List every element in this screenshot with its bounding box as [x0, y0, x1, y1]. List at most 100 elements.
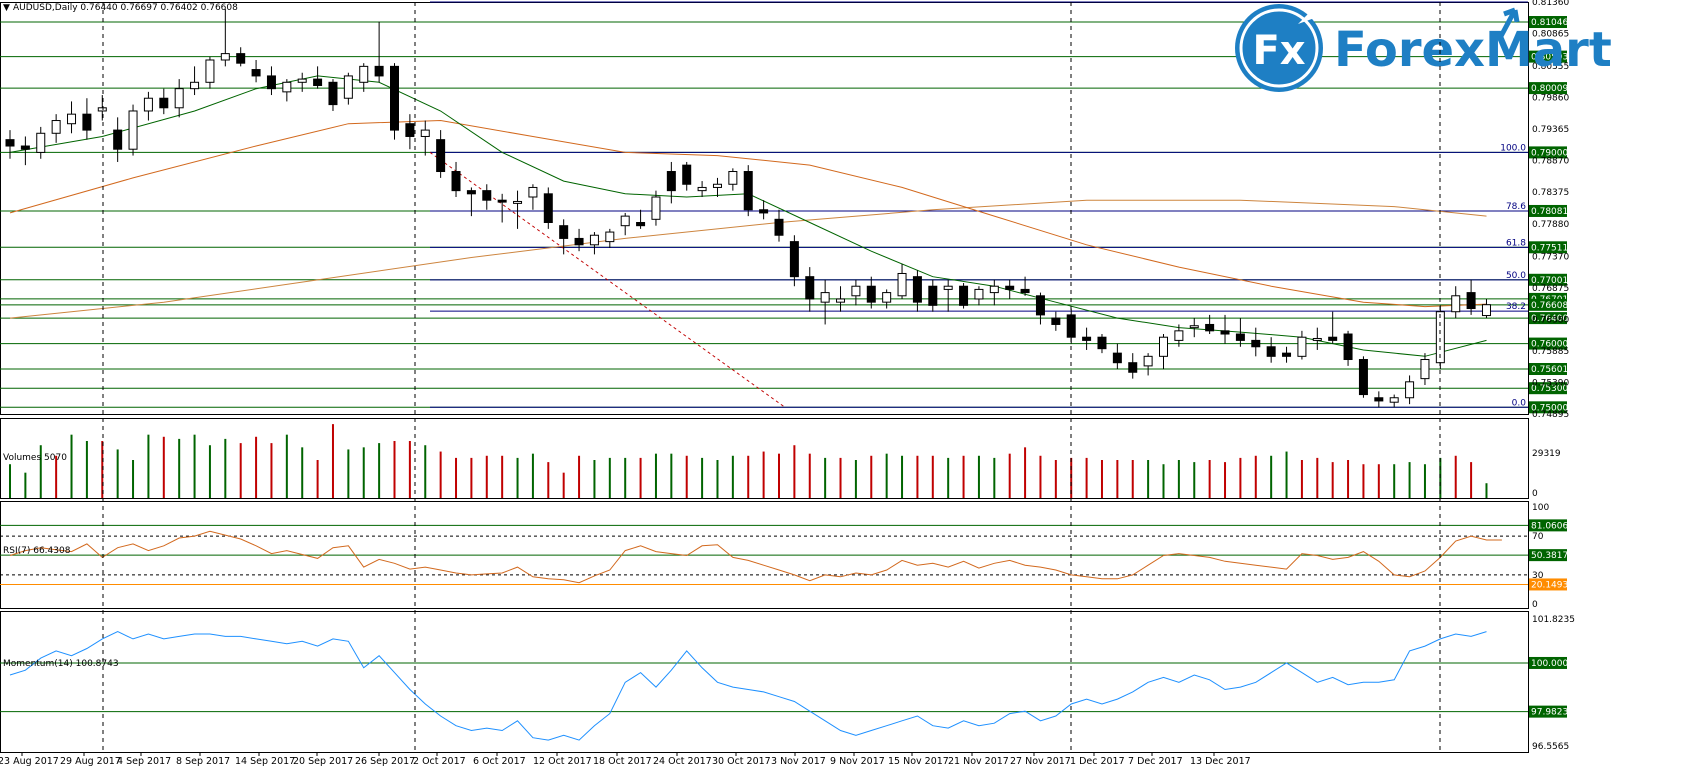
candle-body[interactable]	[543, 193, 553, 223]
candle-body[interactable]	[420, 129, 430, 137]
candle-body[interactable]	[1174, 330, 1184, 341]
candle-body[interactable]	[1020, 288, 1030, 294]
candle-body[interactable]	[82, 113, 92, 131]
candle-body[interactable]	[1035, 295, 1045, 316]
candle-body[interactable]	[220, 53, 230, 61]
candle-body[interactable]	[620, 215, 630, 227]
candle-body[interactable]	[1343, 333, 1353, 361]
candle-body[interactable]	[928, 285, 938, 306]
candle-body[interactable]	[313, 78, 323, 86]
candle-body[interactable]	[605, 231, 615, 243]
candle-body[interactable]	[974, 288, 984, 300]
candle-body[interactable]	[451, 171, 461, 192]
candle-body[interactable]	[1282, 352, 1292, 357]
candle-body[interactable]	[636, 221, 646, 227]
candle-body[interactable]	[174, 88, 184, 109]
candle-body[interactable]	[5, 139, 15, 147]
candle-body[interactable]	[266, 75, 276, 90]
candle-body[interactable]	[805, 276, 815, 300]
candle-body[interactable]	[912, 276, 922, 303]
candle-body[interactable]	[759, 209, 769, 214]
candle-body[interactable]	[897, 272, 907, 297]
candle-body[interactable]	[851, 285, 861, 297]
candle-body[interactable]	[128, 110, 138, 150]
candle-body[interactable]	[513, 200, 523, 204]
candle-body[interactable]	[1189, 325, 1199, 329]
candle-body[interactable]	[282, 81, 292, 93]
candle-body[interactable]	[559, 225, 569, 239]
candle-body[interactable]	[728, 171, 738, 185]
candle-body[interactable]	[251, 69, 261, 77]
candle-body[interactable]	[1005, 285, 1015, 290]
candle-body[interactable]	[1389, 397, 1399, 403]
candle-body[interactable]	[1097, 336, 1107, 350]
candle-body[interactable]	[359, 65, 369, 83]
candle-body[interactable]	[97, 107, 107, 112]
candle-body[interactable]	[1420, 359, 1430, 380]
candle-body[interactable]	[374, 65, 384, 77]
candle-body[interactable]	[1374, 397, 1384, 402]
candle-body[interactable]	[190, 81, 200, 90]
candle-body[interactable]	[390, 65, 399, 131]
candle-body[interactable]	[666, 171, 676, 192]
candle-body[interactable]	[1312, 337, 1322, 341]
candle-body[interactable]	[959, 285, 969, 306]
candle-body[interactable]	[682, 164, 692, 185]
candle-body[interactable]	[1143, 355, 1153, 367]
candle-body[interactable]	[943, 285, 953, 290]
candle-body[interactable]	[1235, 333, 1245, 341]
volume-panel[interactable]: 29319 0	[0, 418, 1561, 500]
candle-body[interactable]	[67, 113, 77, 125]
candle-body[interactable]	[343, 75, 353, 99]
candle-body[interactable]	[574, 237, 584, 246]
candle-body[interactable]	[1128, 362, 1138, 373]
candle-body[interactable]	[882, 292, 892, 303]
candle-body[interactable]	[1220, 330, 1230, 335]
candle-body[interactable]	[482, 190, 492, 201]
candle-body[interactable]	[789, 241, 799, 278]
candle-body[interactable]	[820, 292, 830, 303]
candle-body[interactable]	[1297, 336, 1307, 357]
candle-body[interactable]	[989, 285, 999, 294]
candle-body[interactable]	[651, 196, 661, 220]
candle-body[interactable]	[1405, 381, 1415, 399]
candle-body[interactable]	[113, 129, 123, 150]
candle-body[interactable]	[1112, 352, 1122, 364]
candle-body[interactable]	[1251, 339, 1261, 348]
candle-body[interactable]	[143, 97, 153, 112]
candle-body[interactable]	[1358, 359, 1368, 396]
candle-body[interactable]	[20, 145, 30, 150]
candle-body[interactable]	[1266, 346, 1276, 357]
candle-body[interactable]	[589, 234, 599, 246]
candle-body[interactable]	[866, 285, 876, 303]
candle-body[interactable]	[497, 199, 507, 203]
candle-body[interactable]	[1328, 336, 1338, 341]
candle-body[interactable]	[436, 139, 446, 173]
candle-body[interactable]	[1159, 336, 1168, 357]
candle-body[interactable]	[51, 120, 61, 134]
candle-body[interactable]	[405, 123, 415, 137]
candle-body[interactable]	[36, 132, 46, 153]
candle-body[interactable]	[743, 171, 753, 211]
candle-body[interactable]	[774, 218, 784, 236]
candle-body[interactable]	[1451, 295, 1461, 313]
rsi-panel[interactable]: 81.0606 50.3817 20.1493 100 70 30 0	[0, 501, 1568, 611]
candle-body[interactable]	[697, 186, 707, 192]
header-triangle-icon[interactable]: ▼	[3, 3, 10, 13]
candle-body[interactable]	[836, 298, 846, 303]
momentum-panel[interactable]: 101.8235 100.0000 97.9823 96.5565	[0, 611, 1575, 753]
candle-body[interactable]	[1082, 336, 1092, 341]
candle-body[interactable]	[712, 183, 722, 188]
candle-body[interactable]	[1051, 317, 1061, 325]
candle-body[interactable]	[1466, 292, 1476, 310]
candle-body[interactable]	[205, 59, 215, 83]
candle-body[interactable]	[328, 81, 338, 106]
candle-body[interactable]	[1481, 304, 1491, 317]
candle-body[interactable]	[159, 97, 169, 109]
candle-body[interactable]	[236, 53, 246, 64]
candle-body[interactable]	[1205, 323, 1215, 332]
candle-body[interactable]	[528, 186, 538, 198]
candle-body[interactable]	[297, 78, 307, 83]
candle-body[interactable]	[466, 190, 476, 195]
